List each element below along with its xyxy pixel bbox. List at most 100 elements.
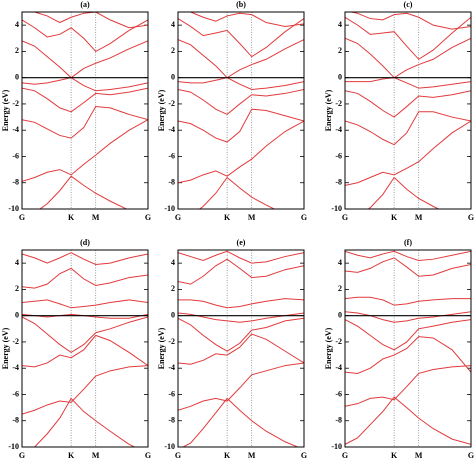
x-tick-label: G — [145, 451, 151, 460]
y-tick-label: -4 — [168, 363, 175, 372]
y-tick-label: 0 — [338, 310, 342, 319]
y-tick-label: -10 — [331, 204, 342, 213]
y-tick-label: -10 — [164, 442, 175, 451]
band-line — [22, 313, 148, 319]
x-tick-label: G — [342, 213, 348, 222]
y-tick-label: 2 — [15, 46, 19, 55]
y-tick-label: -10 — [8, 204, 19, 213]
band-line — [178, 362, 304, 411]
band-line — [22, 299, 148, 309]
panel: (a) Energy (eV) -10 -8 -6 -4 -2 0 2 4 G K M G — [1, 0, 151, 222]
y-tick-label: -2 — [335, 337, 342, 346]
x-tick-label: M — [415, 213, 423, 222]
x-tick-label: G — [301, 213, 307, 222]
band-line — [22, 316, 148, 354]
x-tick-label: K — [224, 451, 231, 460]
panel: (b) Energy (eV) -10 -8 -6 -4 -2 0 2 4 G K M G — [157, 0, 307, 222]
x-tick-label: K — [224, 213, 231, 222]
band-line — [178, 258, 304, 285]
panel-title: (d) — [80, 238, 90, 247]
plot-frame — [344, 11, 472, 210]
y-tick-label: -8 — [12, 416, 19, 425]
x-tick-label: M — [248, 213, 256, 222]
bands — [345, 12, 471, 209]
band-line — [32, 12, 148, 29]
y-tick-label: 4 — [15, 20, 19, 29]
band-line — [367, 176, 440, 209]
y-tick-label: 0 — [171, 72, 175, 81]
y-axis-label: Energy (eV) — [324, 89, 333, 131]
band-line — [178, 18, 304, 58]
panel: (d) Energy (eV) -10 -8 -6 -4 -2 0 2 4 G K M G — [1, 238, 151, 460]
band-line — [345, 296, 471, 306]
bands — [178, 250, 304, 447]
panel-title: (f) — [404, 238, 412, 247]
x-tick-label: G — [342, 451, 348, 460]
bands — [22, 12, 148, 209]
band-line — [22, 334, 148, 368]
x-tick-label: G — [175, 213, 181, 222]
y-tick-label: -10 — [8, 442, 19, 451]
x-tick-label: K — [391, 451, 398, 460]
plot-frame — [344, 249, 472, 448]
x-tick-label: G — [301, 451, 307, 460]
band-line — [345, 37, 471, 79]
band-line — [345, 77, 471, 89]
x-tick-label: K — [68, 213, 75, 222]
y-tick-label: -4 — [12, 125, 19, 134]
band-line — [198, 176, 276, 209]
y-tick-label: -6 — [12, 389, 19, 398]
y-axis-label: Energy (eV) — [157, 327, 166, 369]
band-line — [345, 257, 471, 277]
panel-title: (c) — [404, 0, 413, 9]
band-line — [178, 89, 304, 116]
y-tick-label: 4 — [171, 258, 175, 267]
band-line — [181, 397, 299, 447]
y-tick-label: -6 — [335, 151, 342, 160]
band-line — [345, 319, 471, 351]
y-tick-label: -6 — [168, 389, 175, 398]
x-tick-label: M — [415, 451, 423, 460]
y-tick-label: -4 — [168, 125, 175, 134]
y-tick-label: 0 — [171, 310, 175, 319]
band-line — [22, 119, 148, 182]
bands — [345, 250, 471, 445]
y-axis-label: Energy (eV) — [1, 89, 10, 131]
panel: (c) Energy (eV) -10 -8 -6 -4 -2 0 2 4 G K M G — [324, 0, 474, 222]
y-tick-label: -6 — [168, 151, 175, 160]
y-tick-label: 2 — [15, 284, 19, 293]
y-tick-label: -8 — [335, 416, 342, 425]
band-line — [22, 77, 148, 92]
plot-frame — [177, 11, 305, 210]
band-line — [22, 40, 148, 79]
x-tick-label: G — [145, 213, 151, 222]
y-axis-label: Energy (eV) — [324, 327, 333, 369]
plot-frame — [21, 249, 149, 448]
y-tick-label: -2 — [168, 337, 175, 346]
plot-frame — [21, 11, 149, 210]
y-tick-label: -6 — [335, 389, 342, 398]
panel: (e) Energy (eV) -10 -8 -6 -4 -2 0 2 4 G K M G — [157, 238, 307, 460]
y-tick-label: 0 — [15, 310, 19, 319]
band-line — [345, 111, 471, 146]
band-line — [345, 90, 471, 118]
panel: (f) Energy (eV) -10 -8 -6 -4 -2 0 2 4 G K M G — [324, 238, 474, 460]
y-tick-label: -8 — [168, 178, 175, 187]
band-line — [178, 298, 304, 309]
band-line — [22, 267, 148, 289]
x-tick-label: G — [175, 451, 181, 460]
band-line — [188, 12, 304, 27]
plot-frame — [177, 249, 305, 448]
band-line — [345, 250, 471, 262]
band-line — [33, 397, 136, 447]
band-line — [22, 19, 148, 53]
band-line — [178, 317, 304, 352]
x-tick-label: G — [19, 213, 25, 222]
y-tick-label: -2 — [12, 99, 19, 108]
y-tick-label: 2 — [338, 46, 342, 55]
band-line — [345, 120, 471, 186]
y-tick-label: -2 — [12, 337, 19, 346]
y-tick-label: -4 — [335, 125, 342, 134]
y-tick-label: 4 — [171, 20, 175, 29]
band-line — [39, 175, 128, 209]
